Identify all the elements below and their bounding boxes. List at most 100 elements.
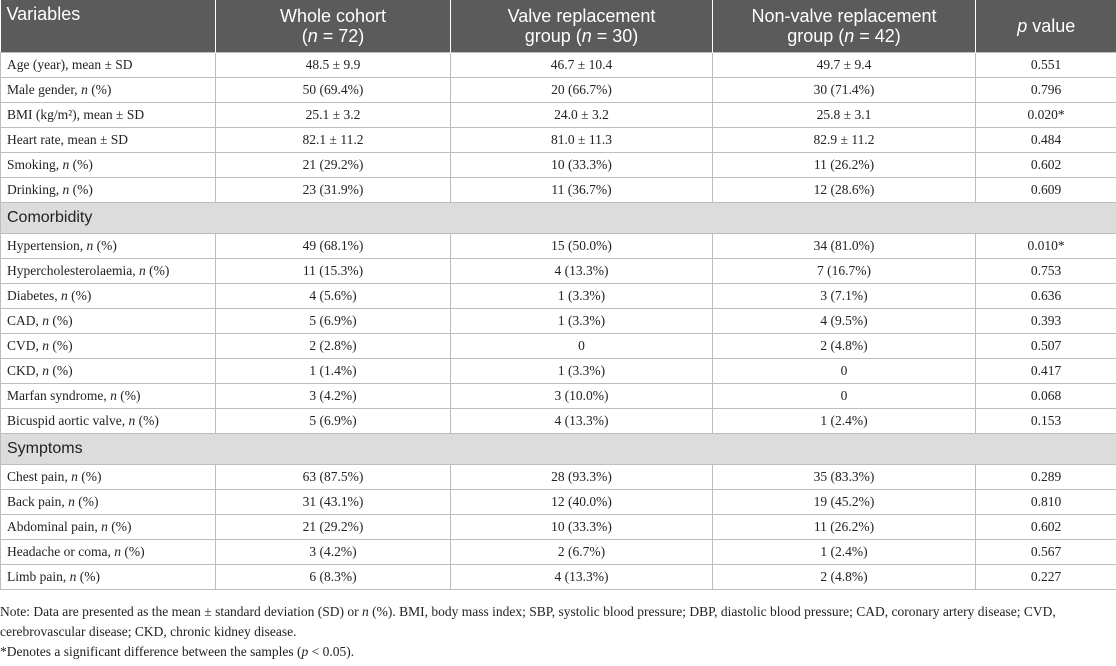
column-header: Variables bbox=[0, 0, 216, 53]
cell: 31 (43.1%) bbox=[215, 489, 451, 515]
row-label: Headache or coma, n (%) bbox=[0, 539, 216, 565]
table-row: Back pain, n (%) 31 (43.1%) 12 (40.0%) 19 (… bbox=[0, 489, 1116, 515]
row-label: Age (year), mean ± SD bbox=[0, 52, 216, 78]
column-header: p value bbox=[975, 0, 1116, 53]
cell: 1 (3.3%) bbox=[450, 308, 713, 334]
note: *Denotes a significant difference betwee… bbox=[0, 644, 355, 659]
cell: 0.417 bbox=[975, 358, 1116, 384]
cell: 82.1 ± 11.2 bbox=[215, 127, 451, 153]
table-row: Chest pain, n (%) 63 (87.5%) 28 (93.3%) 35 … bbox=[0, 464, 1116, 490]
header-text: Valve replacement group (n = 30) bbox=[507, 6, 656, 46]
cell: 0.289 bbox=[975, 464, 1116, 490]
table-row: Male gender, n (%) 50 (69.4%) 20 (66.7%) 30… bbox=[0, 77, 1116, 103]
cell: 0.227 bbox=[975, 564, 1116, 590]
cell: 1 (2.4%) bbox=[712, 408, 976, 434]
row-label: Drinking, n (%) bbox=[0, 177, 216, 203]
cell: 25.1 ± 3.2 bbox=[215, 102, 451, 128]
cell: 20 (66.7%) bbox=[450, 77, 713, 103]
cell: 0.609 bbox=[975, 177, 1116, 203]
cell: 5 (6.9%) bbox=[215, 308, 451, 334]
cell: 10 (33.3%) bbox=[450, 514, 713, 540]
header-text: Non-valve replacement group (n = 42) bbox=[751, 6, 937, 46]
row-label: Hypercholesterolaemia, n (%) bbox=[0, 258, 216, 284]
note: Note: Data are presented as the mean ± s… bbox=[0, 604, 1056, 639]
cell: 25.8 ± 3.1 bbox=[712, 102, 976, 128]
row-label: CAD, n (%) bbox=[0, 308, 216, 334]
table-row: Abdominal pain, n (%) 21 (29.2%) 10 (33.3%… bbox=[0, 514, 1116, 540]
table-row: Marfan syndrome, n (%) 3 (4.2%) 3 (10.0%) 0… bbox=[0, 383, 1116, 409]
table-row: Age (year), mean ± SD 48.5 ± 9.9 46.7 ± 10… bbox=[0, 52, 1116, 78]
row-label: Heart rate, mean ± SD bbox=[0, 127, 216, 153]
cell: 3 (4.2%) bbox=[215, 539, 451, 565]
column-header: Whole cohort (n = 72) bbox=[215, 0, 451, 53]
row-label: Diabetes, n (%) bbox=[0, 283, 216, 309]
cell: 4 (5.6%) bbox=[215, 283, 451, 309]
row-label: CVD, n (%) bbox=[0, 333, 216, 359]
row-label: BMI (kg/m²), mean ± SD bbox=[0, 102, 216, 128]
row-label: Marfan syndrome, n (%) bbox=[0, 383, 216, 409]
header-text: p value bbox=[1017, 16, 1076, 36]
table-row: Heart rate, mean ± SD 82.1 ± 11.2 81.0 ± 1… bbox=[0, 127, 1116, 153]
cell: 82.9 ± 11.2 bbox=[712, 127, 976, 153]
table-row: BMI (kg/m²), mean ± SD 25.1 ± 3.2 24.0 ± 3… bbox=[0, 102, 1116, 128]
row-label: Chest pain, n (%) bbox=[0, 464, 216, 490]
cell: 0.602 bbox=[975, 152, 1116, 178]
cell: 2 (6.7%) bbox=[450, 539, 713, 565]
cell: 30 (71.4%) bbox=[712, 77, 976, 103]
cell: 0.551 bbox=[975, 52, 1116, 78]
cell: 3 (4.2%) bbox=[215, 383, 451, 409]
cell: 1 (1.4%) bbox=[215, 358, 451, 384]
table-row: Limb pain, n (%) 6 (8.3%) 4 (13.3%) 2 (4.8%… bbox=[0, 564, 1116, 590]
table-row: Headache or coma, n (%) 3 (4.2%) 2 (6.7%) 1… bbox=[0, 539, 1116, 565]
cell: 5 (6.9%) bbox=[215, 408, 451, 434]
cell: 2 (4.8%) bbox=[712, 564, 976, 590]
cell: 0.602 bbox=[975, 514, 1116, 540]
cell: 0.153 bbox=[975, 408, 1116, 434]
cell: 0.810 bbox=[975, 489, 1116, 515]
cell: 19 (45.2%) bbox=[712, 489, 976, 515]
row-label: Smoking, n (%) bbox=[0, 152, 216, 178]
table-row: Bicuspid aortic valve, n (%) 5 (6.9%) 4 (1… bbox=[0, 408, 1116, 434]
header-row: Variables Whole cohort (n = 72) Valve repl… bbox=[0, 0, 1116, 53]
cell: 7 (16.7%) bbox=[712, 258, 976, 284]
cell: 50 (69.4%) bbox=[215, 77, 451, 103]
cell: 15 (50.0%) bbox=[450, 233, 713, 259]
row-label: Hypertension, n (%) bbox=[0, 233, 216, 259]
column-header: Non-valve replacement group (n = 42) bbox=[712, 0, 976, 53]
cell: 21 (29.2%) bbox=[215, 152, 451, 178]
cell: 0.796 bbox=[975, 77, 1116, 103]
cell: 4 (13.3%) bbox=[450, 258, 713, 284]
table-row: Smoking, n (%) 21 (29.2%) 10 (33.3%) 11 (26… bbox=[0, 152, 1116, 178]
cell: 11 (26.2%) bbox=[712, 514, 976, 540]
row-label: Abdominal pain, n (%) bbox=[0, 514, 216, 540]
cell: 1 (3.3%) bbox=[450, 283, 713, 309]
table-row: CAD, n (%) 5 (6.9%) 1 (3.3%) 4 (9.5%) 0.393 bbox=[0, 308, 1116, 334]
cell: 35 (83.3%) bbox=[712, 464, 976, 490]
cell: 0.507 bbox=[975, 333, 1116, 359]
table-row: Hypercholesterolaemia, n (%) 11 (15.3%) 4 … bbox=[0, 258, 1116, 284]
cell: 2 (4.8%) bbox=[712, 333, 976, 359]
column-header: Valve replacement group (n = 30) bbox=[450, 0, 713, 53]
cell: 21 (29.2%) bbox=[215, 514, 451, 540]
cell: 23 (31.9%) bbox=[215, 177, 451, 203]
cell: 11 (26.2%) bbox=[712, 152, 976, 178]
cell: 48.5 ± 9.9 bbox=[215, 52, 451, 78]
table-row: Hypertension, n (%) 49 (68.1%) 15 (50.0%) 3… bbox=[0, 233, 1116, 259]
cell: 6 (8.3%) bbox=[215, 564, 451, 590]
cell: 11 (36.7%) bbox=[450, 177, 713, 203]
header-text: Variables bbox=[6, 4, 81, 24]
cell: 0.636 bbox=[975, 283, 1116, 309]
cell: 0.068 bbox=[975, 383, 1116, 409]
section-row: Comorbidity bbox=[0, 202, 1116, 234]
cell: 28 (93.3%) bbox=[450, 464, 713, 490]
cell: 4 (9.5%) bbox=[712, 308, 976, 334]
cell: 12 (28.6%) bbox=[712, 177, 976, 203]
row-label: Bicuspid aortic valve, n (%) bbox=[0, 408, 216, 434]
cell: 1 (2.4%) bbox=[712, 539, 976, 565]
cell: 24.0 ± 3.2 bbox=[450, 102, 713, 128]
section-row: Symptoms bbox=[0, 433, 1116, 465]
table-row: CKD, n (%) 1 (1.4%) 1 (3.3%) 0 0.417 bbox=[0, 358, 1116, 384]
cell: 63 (87.5%) bbox=[215, 464, 451, 490]
cell: 0.484 bbox=[975, 127, 1116, 153]
